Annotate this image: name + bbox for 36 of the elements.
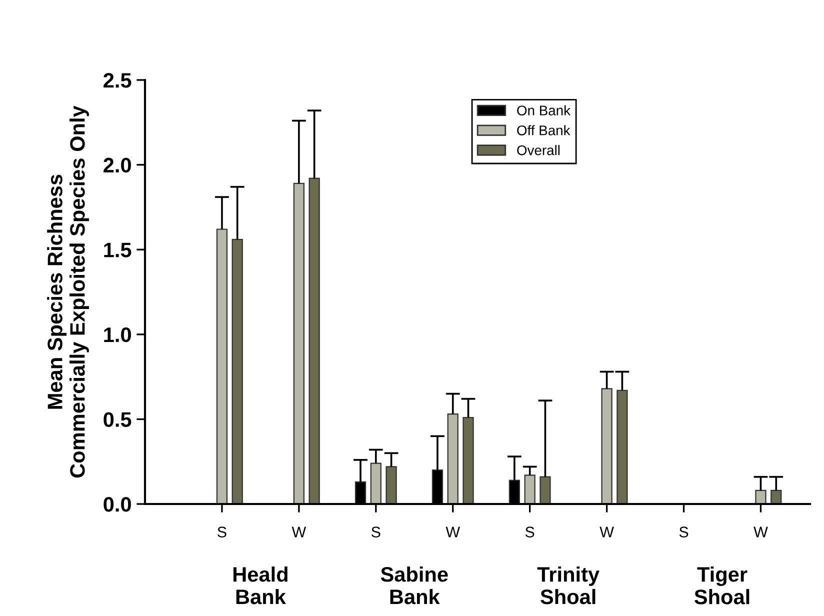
bar	[524, 474, 536, 504]
y-tick-label: 1.0	[104, 327, 131, 342]
bar	[755, 490, 766, 504]
legend-label: Off Bank	[517, 125, 570, 136]
text: Trinity Shoal	[537, 566, 600, 604]
y-tick-label: 2.0	[104, 158, 131, 173]
bar	[462, 416, 474, 504]
bar	[386, 466, 397, 504]
x-tick-label: W	[292, 526, 306, 538]
bar	[601, 388, 612, 504]
bar	[232, 238, 243, 504]
text: Tiger Shoal	[694, 566, 750, 604]
bar	[770, 490, 782, 504]
y-tick-label: 0.5	[104, 412, 132, 427]
bar	[216, 228, 228, 504]
bar	[370, 462, 382, 504]
legend-label: On Bank	[517, 105, 571, 116]
y-axis-title: Mean Species Richness Commercially Exploited Species Only	[47, 106, 89, 478]
x-tick-label: W	[446, 526, 460, 538]
y-tick-label: 2.5	[104, 73, 132, 88]
x-tick-label: W	[600, 526, 614, 538]
x-tick-label: S	[525, 526, 534, 538]
y-tick-label: 1.5	[104, 242, 132, 258]
bar	[293, 182, 304, 504]
text: Sabine Bank	[380, 566, 448, 604]
x-tick-label: S	[218, 526, 226, 538]
bar	[616, 390, 628, 504]
x-tick-label: S	[372, 526, 380, 538]
bar	[308, 178, 320, 504]
y-tick-label: 0.0	[104, 497, 131, 512]
x-tick-label: S	[679, 526, 688, 538]
legend-label: Overall	[517, 145, 560, 156]
bar	[447, 414, 458, 504]
bar	[540, 476, 551, 504]
text: Heald Bank	[233, 566, 288, 604]
x-tick-label: W	[754, 526, 768, 538]
